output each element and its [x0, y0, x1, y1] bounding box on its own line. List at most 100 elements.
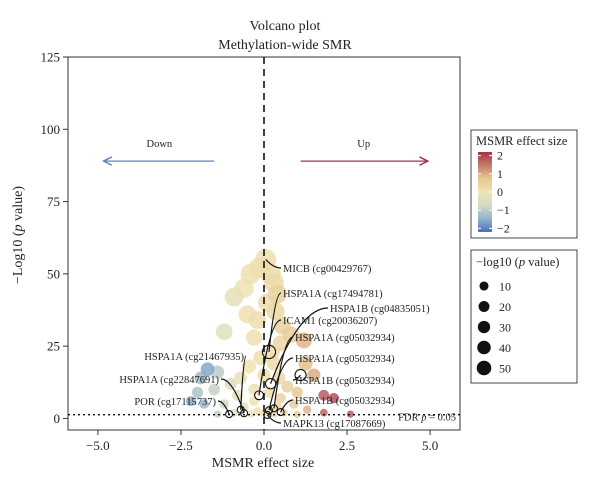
size-legend-title-part: p [518, 255, 525, 269]
annotation-label: HSPA1A (cg05032934) [295, 354, 395, 365]
highlight-ring [276, 408, 285, 417]
fdr-label-part: = 0.05 [426, 413, 456, 424]
size-legend-title-part: −log10 ( [476, 255, 519, 269]
data-point [247, 410, 255, 418]
data-point [191, 386, 204, 399]
data-point [215, 323, 233, 341]
annotation-label: HSPA1B (cg05032934) [295, 376, 395, 387]
data-point [266, 302, 285, 321]
data-point [295, 332, 312, 349]
colorbar-tick-label: −2 [497, 221, 510, 235]
size-legend-label: 50 [499, 362, 511, 376]
colorbar-tick-label: −1 [497, 203, 510, 217]
fdr-label: FDR p = 0.05 [398, 413, 456, 424]
data-point [318, 389, 330, 401]
data-point [291, 386, 303, 399]
data-point [248, 311, 267, 329]
leader-line [280, 399, 294, 413]
color-legend-title: MSMR effect size [476, 134, 568, 148]
colorbar-tick-label: 1 [497, 167, 503, 181]
size-legend-title-part: value) [525, 255, 559, 269]
leader-line [273, 336, 294, 409]
data-point [248, 383, 260, 396]
data-point [307, 368, 321, 382]
y-tick-label: 25 [47, 339, 60, 354]
chart-title: Volcano plot [250, 19, 321, 34]
data-point [199, 399, 209, 409]
y-axis-title: −Log10 (p value) [11, 186, 26, 284]
data-point [267, 284, 287, 304]
y-tick-label: 50 [47, 266, 60, 281]
x-tick-label: 5.0 [422, 438, 438, 453]
x-tick-label: 2.5 [339, 438, 355, 453]
annotation-label: HSPA1A (cg21467935) [144, 352, 244, 363]
leader-line [268, 292, 282, 352]
leader-line [258, 319, 282, 396]
data-point [328, 392, 339, 404]
data-point [298, 356, 313, 371]
data-point [245, 329, 263, 346]
data-point [275, 392, 286, 404]
annotation-label: HSPA1B (cg04835051) [330, 304, 430, 315]
chart-subtitle: Methylation-wide SMR [218, 38, 352, 53]
leader-line [265, 259, 282, 269]
data-point [224, 287, 244, 307]
x-tick-label: −2.5 [169, 438, 193, 453]
data-point [302, 405, 312, 414]
annotation-label: HSPA1A (cg17494781) [283, 289, 383, 300]
size-legend-label: 40 [499, 341, 511, 355]
annotation-label: MICB (cg00429767) [283, 264, 372, 275]
data-point [282, 326, 299, 343]
fdr-label-part: p [420, 413, 426, 424]
annotation-label: HSPA1B (cg05032934) [295, 396, 395, 407]
size-legend-box [470, 249, 578, 384]
data-point [200, 362, 215, 377]
leader-line [217, 400, 230, 415]
size-legend-label: 10 [499, 280, 511, 294]
leader-line [268, 357, 294, 411]
leader-line [270, 307, 329, 384]
leader-line [266, 414, 282, 424]
colorbar-tick-label: 0 [497, 185, 503, 199]
y-tick-label: 0 [54, 411, 61, 426]
annotation-label: HSPA1A (cg05032934) [295, 333, 395, 344]
highlight-ring [264, 406, 274, 415]
highlight-ring [294, 368, 307, 382]
annotation-label: HSPA1A (cg22847691) [119, 375, 219, 386]
arrow-label-down: Down [147, 139, 173, 150]
data-point [281, 380, 294, 393]
annotation-label: ICAM1 (cg20036207) [283, 316, 378, 327]
y-tick-label: 125 [41, 50, 61, 65]
size-legend-label: 20 [499, 300, 511, 314]
data-point [234, 371, 248, 385]
data-point [213, 410, 222, 418]
size-legend-dot [478, 301, 490, 312]
y-axis-title-prefix: −Log10 ( [11, 231, 26, 284]
data-point [242, 359, 257, 374]
size-legend-dot [476, 360, 492, 376]
data-point [263, 386, 275, 399]
highlight-ring [261, 344, 277, 360]
size-legend-dot [477, 340, 491, 355]
leader-line [220, 378, 245, 414]
highlight-ring [225, 410, 234, 419]
highlight-ring [240, 409, 249, 418]
data-point [224, 377, 237, 390]
data-point [253, 407, 262, 416]
size-legend-dot [479, 281, 489, 291]
colorbar [478, 152, 492, 232]
arrow-label-up: Up [357, 139, 370, 150]
y-axis-title-suffix: value) [11, 186, 26, 225]
y-tick-label: 75 [47, 194, 60, 209]
leader-line [240, 355, 247, 410]
y-tick-label: 100 [41, 122, 61, 137]
data-point [239, 402, 249, 412]
x-axis-title: MSMR effect size [212, 456, 314, 471]
data-point [219, 399, 229, 409]
data-point [346, 410, 355, 418]
colorbar-tick-label: 2 [497, 149, 503, 163]
size-legend-label: 30 [499, 321, 511, 335]
annotation-label: POR (cg17115737) [134, 397, 216, 408]
